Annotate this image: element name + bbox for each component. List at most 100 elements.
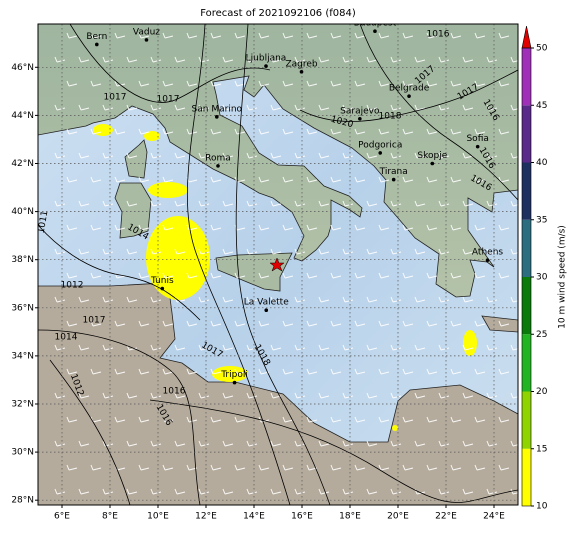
wind-barb bbox=[90, 224, 102, 231]
wind-barb bbox=[306, 80, 318, 87]
wind-barb bbox=[330, 272, 342, 279]
isobar-label: 1014 bbox=[55, 333, 78, 343]
wind-barb bbox=[174, 152, 186, 159]
wind-barb bbox=[414, 344, 426, 351]
wind-barb bbox=[426, 176, 438, 183]
city-label: Sarajevo bbox=[340, 106, 380, 116]
wind-barb bbox=[102, 152, 114, 159]
wind-barb bbox=[402, 176, 414, 183]
wind-barb bbox=[258, 320, 270, 327]
wind-barb bbox=[402, 224, 414, 231]
wind-barb bbox=[450, 176, 462, 183]
wind-barb bbox=[222, 344, 234, 351]
wind-barb bbox=[510, 56, 518, 63]
wind-barb bbox=[162, 80, 174, 87]
wind-barb bbox=[66, 464, 78, 471]
wind-barb bbox=[258, 464, 270, 471]
wind-barb bbox=[426, 464, 438, 471]
wind-barb bbox=[498, 128, 510, 135]
wind-barb bbox=[54, 152, 66, 159]
wind-barb bbox=[390, 200, 402, 207]
wind-barb bbox=[486, 248, 498, 255]
wind-barb bbox=[150, 344, 162, 351]
wind-barb bbox=[246, 440, 258, 447]
wind-barb bbox=[138, 32, 150, 39]
wind-barb bbox=[354, 368, 366, 375]
wind-barb bbox=[426, 416, 438, 423]
wind-barb bbox=[378, 368, 390, 375]
wind-barb bbox=[498, 272, 510, 279]
wind-barb bbox=[474, 416, 486, 423]
wind-barb bbox=[330, 464, 342, 471]
city-label: Belgrade bbox=[389, 84, 430, 94]
y-tick-label: 30°N bbox=[11, 448, 34, 458]
wind-barb bbox=[246, 56, 258, 63]
wind-barb bbox=[330, 224, 342, 231]
wind-barb bbox=[174, 488, 186, 495]
colorbar-tick-label: 40 bbox=[536, 158, 548, 168]
city-dot bbox=[215, 115, 219, 119]
wind-barb bbox=[54, 296, 66, 303]
graticule bbox=[38, 24, 518, 505]
wind-barb bbox=[318, 152, 330, 159]
wind-barb bbox=[390, 152, 402, 159]
city-dot bbox=[391, 177, 396, 182]
wind-barb bbox=[246, 296, 258, 303]
wind-barb bbox=[294, 296, 306, 303]
wind-barb bbox=[354, 224, 366, 231]
wind-barb bbox=[450, 32, 462, 39]
wind-barb bbox=[474, 464, 486, 471]
wind-barb bbox=[426, 224, 438, 231]
isobar-label: 1011 bbox=[37, 210, 51, 234]
wind-barb bbox=[210, 464, 222, 471]
wind-barb bbox=[186, 416, 198, 423]
wind-barb bbox=[294, 104, 306, 111]
wind-barb bbox=[270, 56, 282, 63]
wind-barb bbox=[330, 32, 342, 39]
wind-barb bbox=[162, 416, 174, 423]
wind-barb bbox=[234, 32, 246, 39]
wind-barb bbox=[294, 488, 306, 495]
colorbar-tick-label: 50 bbox=[536, 44, 548, 54]
wind-barb bbox=[354, 416, 366, 423]
isobar-label: 1016 bbox=[163, 387, 186, 397]
wind-barb bbox=[258, 176, 270, 183]
wind-barb bbox=[510, 344, 518, 351]
wind-barb bbox=[210, 176, 222, 183]
wind-barb bbox=[294, 200, 306, 207]
colorbar-tick-label: 10 bbox=[536, 502, 548, 512]
city-dot bbox=[264, 64, 268, 68]
city-label: Tripoli bbox=[220, 370, 248, 380]
wind-barb bbox=[282, 368, 294, 375]
wind-barb bbox=[174, 248, 186, 255]
wind-barb bbox=[66, 368, 78, 375]
city-dot bbox=[407, 94, 411, 98]
wind-barb bbox=[486, 104, 498, 111]
wind-barb bbox=[342, 296, 354, 303]
wind-barb bbox=[486, 152, 498, 159]
wind-barb bbox=[78, 344, 90, 351]
wind-barb bbox=[366, 152, 378, 159]
wind-barb bbox=[366, 296, 378, 303]
wind-barb bbox=[138, 176, 150, 183]
wind-barb bbox=[318, 440, 330, 447]
y-tick-label: 44°N bbox=[11, 111, 34, 121]
wind-barb bbox=[222, 56, 234, 63]
y-tick-label: 40°N bbox=[11, 207, 34, 217]
wind-barb bbox=[330, 128, 342, 135]
wind-barb bbox=[138, 272, 150, 279]
wind-barb bbox=[342, 104, 354, 111]
wind-barb bbox=[102, 248, 114, 255]
wind-barb bbox=[390, 56, 402, 63]
city-dot bbox=[373, 29, 377, 34]
wind-barb bbox=[306, 224, 318, 231]
wind-barb bbox=[198, 152, 210, 159]
wind-barb bbox=[426, 368, 438, 375]
wind-barb bbox=[366, 104, 378, 111]
wind-barb bbox=[390, 104, 402, 111]
wind-barb bbox=[54, 440, 66, 447]
wind-barb bbox=[294, 440, 306, 447]
wind-barb bbox=[270, 488, 282, 495]
wind-barb bbox=[414, 152, 426, 159]
